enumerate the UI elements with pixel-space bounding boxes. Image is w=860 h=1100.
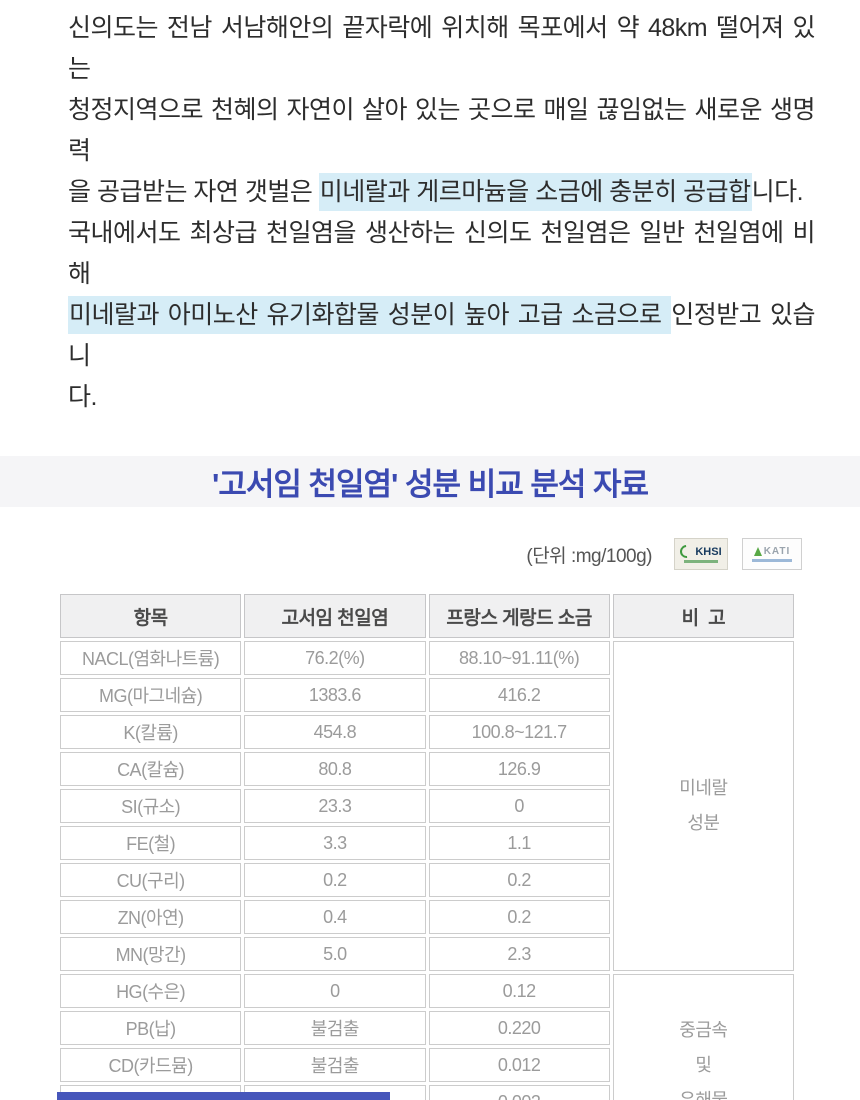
table-meta-row: (단위 :mg/100g) KHSI KATI [0, 536, 860, 572]
goseoim-value-cell: 5.0 [244, 937, 426, 971]
section-title-band: '고서임 천일염' 성분 비교 분석 자료 [0, 456, 860, 507]
item-cell: CA(칼슘) [60, 752, 242, 786]
goseoim-value-cell: 1383.6 [244, 678, 426, 712]
intro-line: 신의도는 전남 서남해안의 끝자락에 위치해 목포에서 약 48km 떨어져 있… [68, 8, 816, 90]
note-line: 및 [695, 1054, 712, 1075]
kati-certification-logo: KATI [742, 538, 802, 570]
item-cell: NACL(염화나트륨) [60, 641, 242, 675]
guerande-value-cell: 88.10~91.11(%) [428, 641, 610, 675]
header-goseoim-salt: 고서임 천일염 [244, 594, 426, 638]
goseoim-value-cell: 3.3 [244, 826, 426, 860]
guerande-value-cell: 416.2 [428, 678, 610, 712]
highlighted-text: 미네랄과 게르마늄을 소금에 충분히 공급합 [318, 173, 752, 211]
khsi-logo-text: KHSI [695, 545, 722, 558]
kati-leaf-icon [753, 547, 762, 556]
intro-text: 니다. [751, 178, 804, 206]
note-line: 중금속 [679, 1019, 728, 1040]
unit-label: (단위 :mg/100g) [526, 545, 652, 567]
intro-line: 다. [68, 377, 815, 418]
khsi-swoosh-icon [677, 542, 697, 561]
intro-text: 국내에서도 최상급 천일염을 생산하는 신의도 천일염은 일반 천일염에 비해 [68, 219, 816, 288]
guerande-value-cell: 0.2 [428, 863, 610, 897]
item-cell: FE(철) [60, 826, 242, 860]
comparison-table: 항목 고서임 천일염 프랑스 게랑드 소금 비 고 NACL(염화나트륨) 76.… [57, 591, 797, 1100]
table-row: CD(카드뮴) 불검출 0.012 [60, 1048, 794, 1082]
goseoim-value-cell: 불검출 [244, 1048, 426, 1082]
table-row: CU(구리) 0.2 0.2 [60, 863, 794, 897]
guerande-value-cell: 1.1 [428, 826, 610, 860]
item-cell: CD(카드뮴) [60, 1048, 242, 1082]
intro-text: 다. [68, 383, 97, 411]
item-cell: CU(구리) [60, 863, 242, 897]
goseoim-value-cell: 0.4 [244, 900, 426, 934]
goseoim-value-cell: 80.8 [244, 752, 426, 786]
guerande-value-cell: 0.2 [428, 900, 610, 934]
guerande-value-cell: 126.9 [428, 752, 610, 786]
guerande-value-cell: 2.3 [428, 937, 610, 971]
khsi-certification-logo: KHSI [674, 538, 728, 570]
guerande-value-cell: 0 [428, 789, 610, 823]
guerande-value-cell: 100.8~121.7 [428, 715, 610, 749]
intro-line: 미네랄과 아미노산 유기화합물 성분이 높아 고급 소금으로 인정받고 있습니 [68, 295, 816, 377]
goseoim-value-cell: 76.2(%) [244, 641, 426, 675]
item-cell: SI(규소) [60, 789, 242, 823]
section-title: '고서임 천일염' 성분 비교 분석 자료 [211, 467, 649, 502]
table-row: CA(칼슘) 80.8 126.9 [60, 752, 794, 786]
goseoim-value-cell: 0.2 [244, 863, 426, 897]
intro-text: 신의도는 전남 서남해안의 끝자락에 위치해 목포에서 약 48km 떨어져 있… [68, 14, 816, 83]
note-line: 미네랄 [679, 778, 728, 798]
guerande-value-cell: 0.012 [428, 1048, 610, 1082]
header-note: 비 고 [612, 594, 794, 638]
intro-line: 을 공급받는 자연 갯벌은 미네랄과 게르마늄을 소금에 충분히 공급합니다. [68, 172, 815, 213]
header-guerande-salt: 프랑스 게랑드 소금 [428, 594, 610, 638]
note-line: 성분 [687, 813, 720, 833]
header-item: 항목 [60, 594, 242, 638]
table-row: MN(망간) 5.0 2.3 [60, 937, 794, 971]
table-row: K(칼륨) 454.8 100.8~121.7 [60, 715, 794, 749]
intro-line: 청정지역으로 천혜의 자연이 살아 있는 곳으로 매일 끊임없는 새로운 생명력 [68, 90, 816, 172]
kati-logo-text: KATI [763, 546, 791, 557]
item-cell: MG(마그네슘) [60, 678, 242, 712]
note-line: 유해물 [679, 1089, 728, 1100]
item-cell: MN(망간) [60, 937, 242, 971]
table-row: SI(규소) 23.3 0 [60, 789, 794, 823]
goseoim-value-cell: 454.8 [244, 715, 426, 749]
intro-paragraph: 신의도는 전남 서남해안의 끝자락에 위치해 목포에서 약 48km 떨어져 있… [0, 0, 860, 418]
intro-text: 청정지역으로 천혜의 자연이 살아 있는 곳으로 매일 끊임없는 새로운 생명력 [68, 96, 816, 165]
goseoim-value-cell: 23.3 [244, 789, 426, 823]
intro-text: 인정받고 있습니 [68, 301, 816, 370]
item-cell: PB(납) [60, 1011, 242, 1045]
goseoim-value-cell: 0 [244, 974, 426, 1008]
item-cell: ZN(아연) [60, 900, 242, 934]
guerande-value-cell: 0.220 [428, 1011, 610, 1045]
khsi-logo-subtext-bar [684, 560, 718, 563]
highlighted-text: 미네랄과 아미노산 유기화합물 성분이 높아 고급 소금으로 [68, 296, 672, 334]
footer-accent-bar [57, 1092, 390, 1100]
table-row: HG(수은) 0 0.12 중금속 및 유해물 [60, 974, 794, 1100]
guerande-value-cell: 0.12 [428, 974, 610, 1008]
table-row: ZN(아연) 0.4 0.2 [60, 900, 794, 934]
table-header-row: 항목 고서임 천일염 프랑스 게랑드 소금 비 고 [60, 594, 794, 638]
intro-line: 국내에서도 최상급 천일염을 생산하는 신의도 천일염은 일반 천일염에 비해 [68, 213, 816, 295]
kati-logo-subtext-bar [752, 559, 792, 562]
item-cell: K(칼륨) [60, 715, 242, 749]
guerande-value-cell: 0.002 [428, 1085, 610, 1100]
intro-text: 을 공급받는 자연 갯벌은 [68, 178, 319, 206]
table-row: PB(납) 불검출 0.220 [60, 1011, 794, 1045]
table-row: MG(마그네슘) 1383.6 416.2 [60, 678, 794, 712]
item-cell: HG(수은) [60, 974, 242, 1008]
goseoim-value-cell: 불검출 [244, 1011, 426, 1045]
table-row: FE(철) 3.3 1.1 [60, 826, 794, 860]
table-row: NACL(염화나트륨) 76.2(%) 88.10~91.11(%) 미네랄 성분 [60, 641, 794, 971]
